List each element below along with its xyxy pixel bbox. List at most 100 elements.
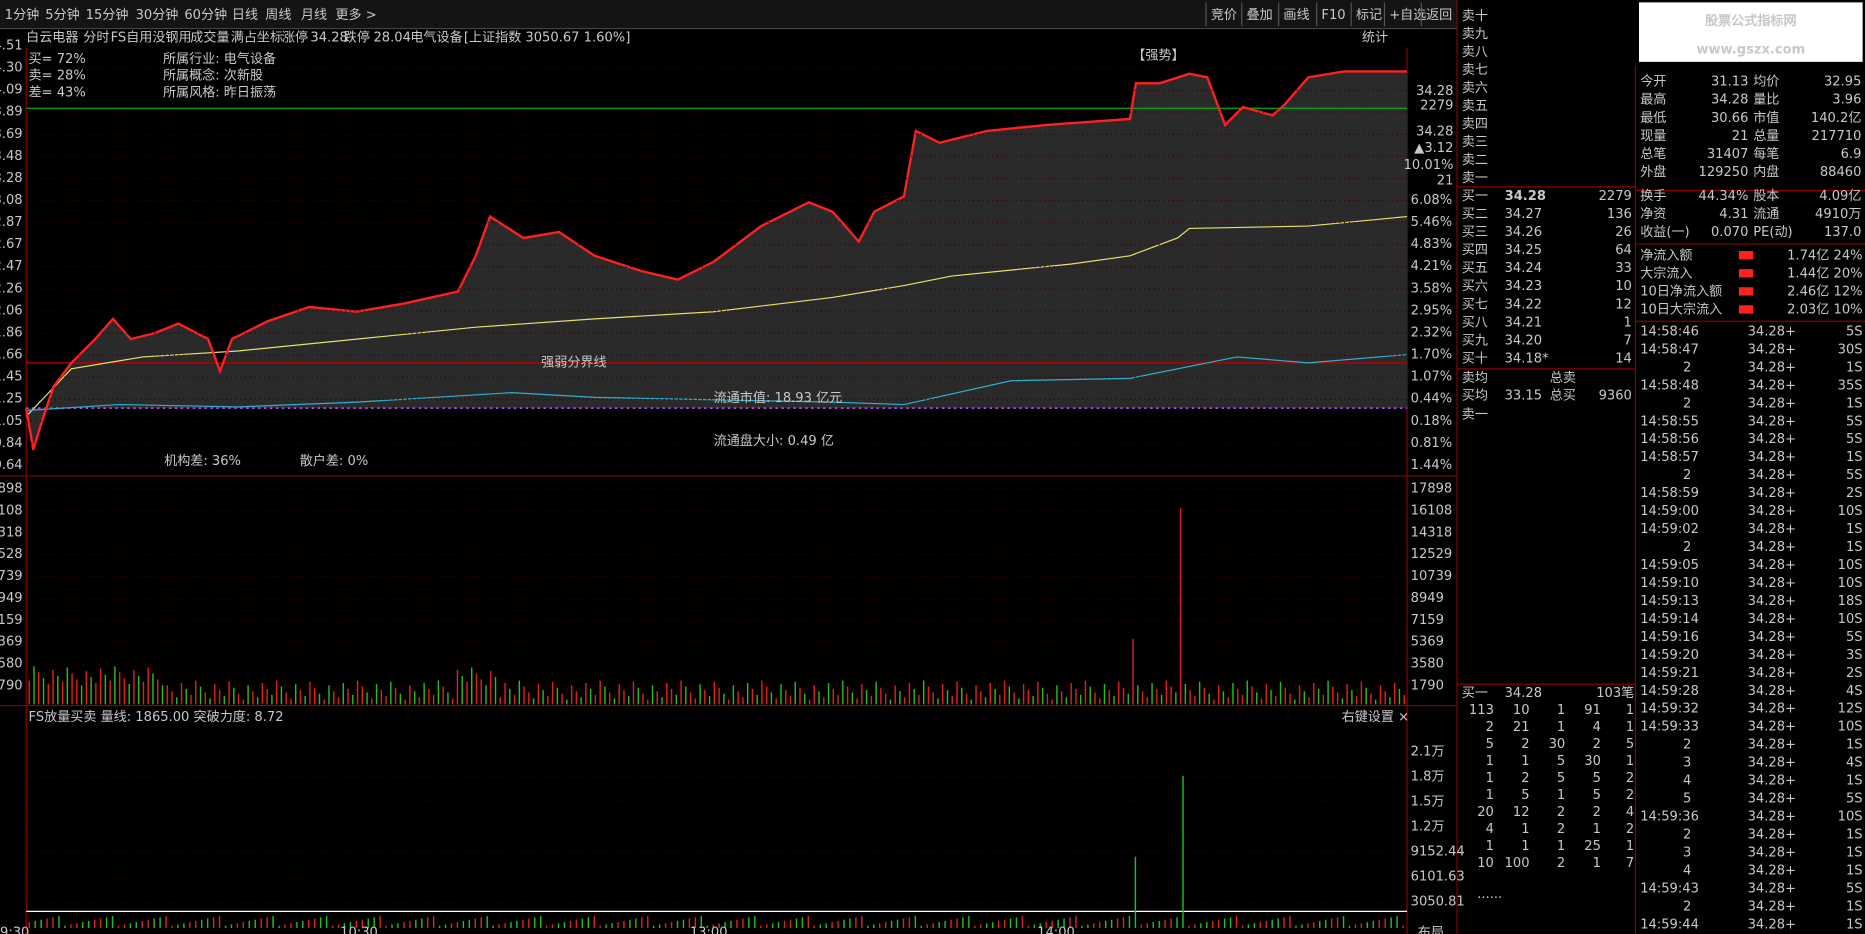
tick-time: 14:59:33 bbox=[1640, 720, 1699, 735]
volume-bar bbox=[314, 687, 316, 705]
price-label: 1.25 bbox=[0, 392, 23, 407]
period-button[interactable]: 60分钟 bbox=[184, 6, 227, 23]
queue-cell: 5 bbox=[1593, 771, 1601, 786]
indicator-bar bbox=[902, 918, 905, 929]
tick-price: 34.28+ bbox=[1748, 774, 1796, 789]
indicator-bar bbox=[1176, 917, 1178, 929]
volume-bar bbox=[1332, 686, 1334, 705]
tick-time: 14:58:48 bbox=[1640, 378, 1699, 393]
queue-count: 103笔 bbox=[1596, 685, 1634, 701]
volume-bar bbox=[1294, 699, 1296, 705]
flow-bar bbox=[1738, 269, 1754, 278]
indicator-bar bbox=[93, 919, 96, 929]
tick-volume: 1S bbox=[1846, 360, 1863, 375]
volume-bar bbox=[28, 680, 30, 705]
volume-bar bbox=[328, 685, 330, 705]
tick-price: 34.28+ bbox=[1748, 522, 1796, 537]
period-button[interactable]: 5分钟 bbox=[45, 6, 79, 23]
volume-bar bbox=[865, 690, 868, 705]
indicator-bar bbox=[385, 925, 387, 929]
volume-bar bbox=[1355, 696, 1358, 705]
tick-price: 34.28+ bbox=[1748, 324, 1796, 339]
bid-price: 34.23 bbox=[1505, 279, 1542, 294]
indicator-bar bbox=[438, 925, 441, 929]
volume-bar bbox=[423, 682, 425, 705]
bid-label: 买三 bbox=[1462, 224, 1488, 240]
tick-volume: 2S bbox=[1846, 666, 1863, 681]
flow-value: 1.44亿 bbox=[1787, 265, 1829, 281]
tool-button[interactable]: +自选 bbox=[1389, 7, 1426, 23]
watermark-title: 股票公式指标网 bbox=[1705, 12, 1797, 29]
tool-button[interactable]: F10 bbox=[1321, 8, 1345, 23]
volume-bar bbox=[195, 680, 197, 705]
volume-bar bbox=[380, 690, 383, 705]
price-label: 1.45 bbox=[0, 370, 23, 385]
stat-label: 最低 bbox=[1640, 110, 1666, 126]
ask-label: 卖三 bbox=[1462, 134, 1488, 150]
volume-bar bbox=[1346, 684, 1348, 705]
bid-label: 买五 bbox=[1462, 260, 1488, 276]
queue-cell: 2 bbox=[1557, 805, 1565, 820]
volume-bar bbox=[1056, 685, 1058, 705]
period-button[interactable]: 日线 bbox=[232, 7, 258, 23]
info-text: 所属行业: 电气设备 bbox=[163, 50, 276, 67]
volume-bar bbox=[628, 696, 630, 705]
volume-bar bbox=[1089, 686, 1091, 705]
volume-bar bbox=[271, 694, 273, 705]
volume-bar bbox=[33, 666, 35, 705]
indicator-bar bbox=[224, 925, 227, 929]
volume-bar bbox=[908, 682, 911, 705]
volume-bar bbox=[984, 697, 987, 705]
tick-price: 34.28+ bbox=[1748, 738, 1796, 753]
time-label: 14:00 bbox=[1037, 925, 1075, 934]
volume-bar bbox=[1041, 687, 1044, 705]
tick-volume: 10S bbox=[1838, 576, 1863, 591]
bid-label: 买七 bbox=[1462, 296, 1488, 312]
indicator-bar bbox=[34, 920, 36, 929]
stat-button[interactable]: 统计 bbox=[1362, 30, 1388, 46]
tick-volume: 1S bbox=[1846, 917, 1863, 932]
bid-volume: 14 bbox=[1615, 352, 1632, 367]
indicator-bar bbox=[908, 917, 911, 929]
volume-bar bbox=[228, 681, 230, 705]
indicator-settings[interactable]: 右键设置 × bbox=[1342, 709, 1409, 725]
volume-bar bbox=[704, 690, 706, 705]
period-button[interactable]: 1分钟 bbox=[5, 6, 39, 23]
volume-bar bbox=[352, 694, 354, 705]
tick-volume: 4S bbox=[1846, 684, 1863, 699]
queue-cell: 100 bbox=[1505, 856, 1530, 871]
tool-button[interactable]: 返回 bbox=[1426, 7, 1452, 23]
period-button[interactable]: 15分钟 bbox=[86, 6, 129, 23]
indicator-bar bbox=[956, 918, 958, 929]
stat-label: 总量 bbox=[1753, 128, 1779, 144]
indicator-bar bbox=[1200, 923, 1202, 929]
tick-time: 14:59:20 bbox=[1640, 648, 1699, 663]
volume-bar bbox=[437, 680, 440, 705]
volume-bar bbox=[689, 692, 692, 705]
tool-button[interactable]: 竞价 bbox=[1211, 6, 1237, 23]
price-label: 2.67 bbox=[0, 237, 23, 252]
indicator-bar bbox=[201, 919, 203, 929]
volume-bar bbox=[366, 692, 368, 705]
cursor-label: ▲3.12 bbox=[1414, 141, 1453, 156]
indicator-bar bbox=[1342, 916, 1345, 929]
indicator-bar bbox=[426, 917, 429, 929]
ask-label: 卖十 bbox=[1462, 8, 1488, 24]
period-button[interactable]: 30分钟 bbox=[136, 6, 179, 23]
tool-button[interactable]: 画线 bbox=[1283, 7, 1309, 23]
indicator-bar bbox=[545, 925, 548, 929]
tool-button[interactable]: 叠加 bbox=[1247, 7, 1273, 23]
tool-button[interactable]: 标记 bbox=[1356, 7, 1382, 23]
volume-label: 14318 bbox=[1411, 525, 1453, 540]
period-button[interactable]: 月线 bbox=[301, 7, 327, 23]
volume-bar bbox=[1198, 681, 1201, 705]
price-label: 3.69 bbox=[0, 127, 23, 142]
indicator-bar bbox=[183, 923, 185, 929]
period-button[interactable]: 周线 bbox=[265, 7, 291, 23]
indicator-bar bbox=[652, 925, 655, 929]
indicator-bar bbox=[730, 920, 732, 929]
queue-cell: 20 bbox=[1477, 805, 1494, 820]
queue-cell: 2 bbox=[1521, 771, 1529, 786]
period-button[interactable]: 更多 > bbox=[335, 6, 376, 23]
volume-bar bbox=[1265, 684, 1267, 705]
